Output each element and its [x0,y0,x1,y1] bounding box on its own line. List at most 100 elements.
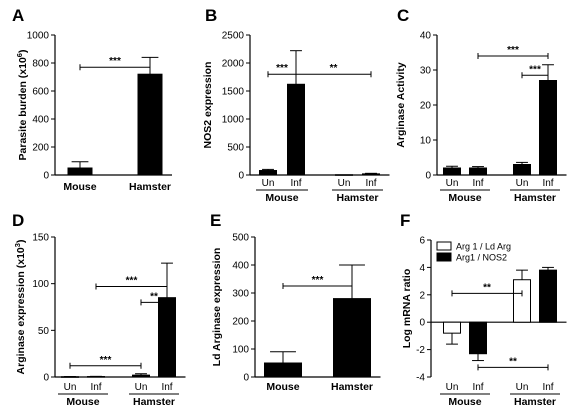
significance-label: ** [509,356,517,367]
x-tick-label: Un [516,178,529,189]
y-axis-label: Arginase Activity [395,62,407,148]
y-tick-label: 0 [425,171,431,182]
y-tick-label: 500 [227,143,244,154]
x-tick-label: Hamster [129,181,171,193]
significance-label: *** [529,64,541,75]
group-label: Mouse [448,396,481,408]
x-tick-label: Un [64,382,77,393]
x-tick-label: Inf [542,178,553,189]
bar [539,269,557,323]
y-tick-label: 2000 [222,59,245,70]
bar [469,321,487,355]
y-tick-label: -4 [416,373,425,384]
bar [259,170,277,176]
y-tick-label: 1500 [222,87,245,98]
group-label: Hamster [133,396,175,408]
bar [513,279,531,323]
y-axis-label-tail: ) [17,50,29,54]
x-tick-label: Un [135,382,148,393]
y-tick-label: 50 [38,326,50,337]
bar [158,297,176,378]
y-tick-label: 200 [32,143,49,154]
bar [287,83,305,176]
bar [264,362,302,378]
y-tick-label: 20 [420,101,432,112]
significance-label: *** [507,45,519,56]
y-tick-label: 2 [419,290,425,301]
x-tick-label: Mouse [266,381,299,393]
panel-label: C [397,6,409,25]
y-tick-label: 400 [32,115,49,126]
bar [513,164,531,176]
x-tick-label: Mouse [63,181,96,193]
x-tick-label: Un [262,178,275,189]
significance-label: *** [100,355,112,366]
legend-label: Arg1 / NOS2 [456,253,507,263]
y-tick-label: 0 [43,171,49,182]
y-axis-label-main: Arginase expression (x10 [15,247,27,374]
y-axis-label: Ld Arginase expression [211,248,223,367]
y-axis-label: Parasite burden (x106) [15,50,29,161]
y-axis-label-sup: 6 [15,53,24,57]
panel-label: F [400,211,410,230]
y-axis-label: Log mRNA ratio [401,269,413,349]
panel-d: D 0 50 100 150 Arginase expression (x103) Un In… [12,211,186,408]
panel-c: C 0 10 20 30 40 Arginase Activity Un Inf Un Inf Mou… [395,6,567,204]
x-tick-label: Inf [290,178,301,189]
significance-label: *** [126,275,138,286]
y-tick-label: 600 [32,87,49,98]
x-tick-label: Un [446,382,459,393]
significance-label: ** [483,282,491,293]
bar [443,167,461,176]
significance-label: *** [312,275,324,286]
x-tick-label: Hamster [331,381,373,393]
panel-label: E [210,211,221,230]
y-tick-label: 1000 [222,115,245,126]
x-tick-label: Inf [472,178,483,189]
significance-label: *** [276,63,288,74]
bar [362,173,380,176]
y-tick-label: 30 [420,66,432,77]
legend-swatch [436,252,452,262]
x-tick-label: Un [446,178,459,189]
y-tick-label: 0 [238,171,244,182]
panel-e: E 0 100 200 300 400 500 Ld Arginase expression M… [210,211,381,393]
group-label: Hamster [514,192,556,204]
y-tick-label: 40 [420,31,432,42]
y-tick-label: 0 [43,373,49,384]
panel-label: B [205,6,217,25]
x-tick-label: Inf [542,382,553,393]
y-tick-label: 10 [420,136,432,147]
y-axis-label-sup: 3 [13,243,22,247]
panel-f: F -4 -2 0 2 4 6 Log mRNA ratio Un Inf Un Inf Mouse Ha… [400,211,567,408]
group-label: Hamster [514,396,556,408]
y-axis-label: NOS2 expression [202,62,214,149]
y-tick-label: 2500 [222,31,245,42]
y-tick-label: 0 [419,318,425,329]
x-tick-label: Inf [472,382,483,393]
group-label: Mouse [66,396,99,408]
panel-label: A [12,6,24,25]
bar [67,167,93,176]
y-tick-label: 200 [232,317,249,328]
x-tick-label: Inf [365,178,376,189]
y-tick-label: 100 [232,345,249,356]
y-tick-label: 800 [32,59,49,70]
significance-label: *** [109,56,121,67]
group-label: Mouse [448,192,481,204]
significance-label: ** [150,291,158,302]
x-tick-label: Inf [161,382,172,393]
x-tick-label: Un [338,178,351,189]
y-tick-label: 500 [232,233,249,244]
y-tick-label: -2 [416,345,425,356]
x-tick-label: Un [516,382,529,393]
y-axis-label-main: Parasite burden (x10 [17,57,29,160]
y-tick-label: 150 [32,233,49,244]
bar [443,321,461,334]
y-tick-label: 300 [232,289,249,300]
legend-swatch [436,241,452,251]
y-tick-label: 100 [32,279,49,290]
bar [132,374,150,378]
group-label: Hamster [336,192,378,204]
